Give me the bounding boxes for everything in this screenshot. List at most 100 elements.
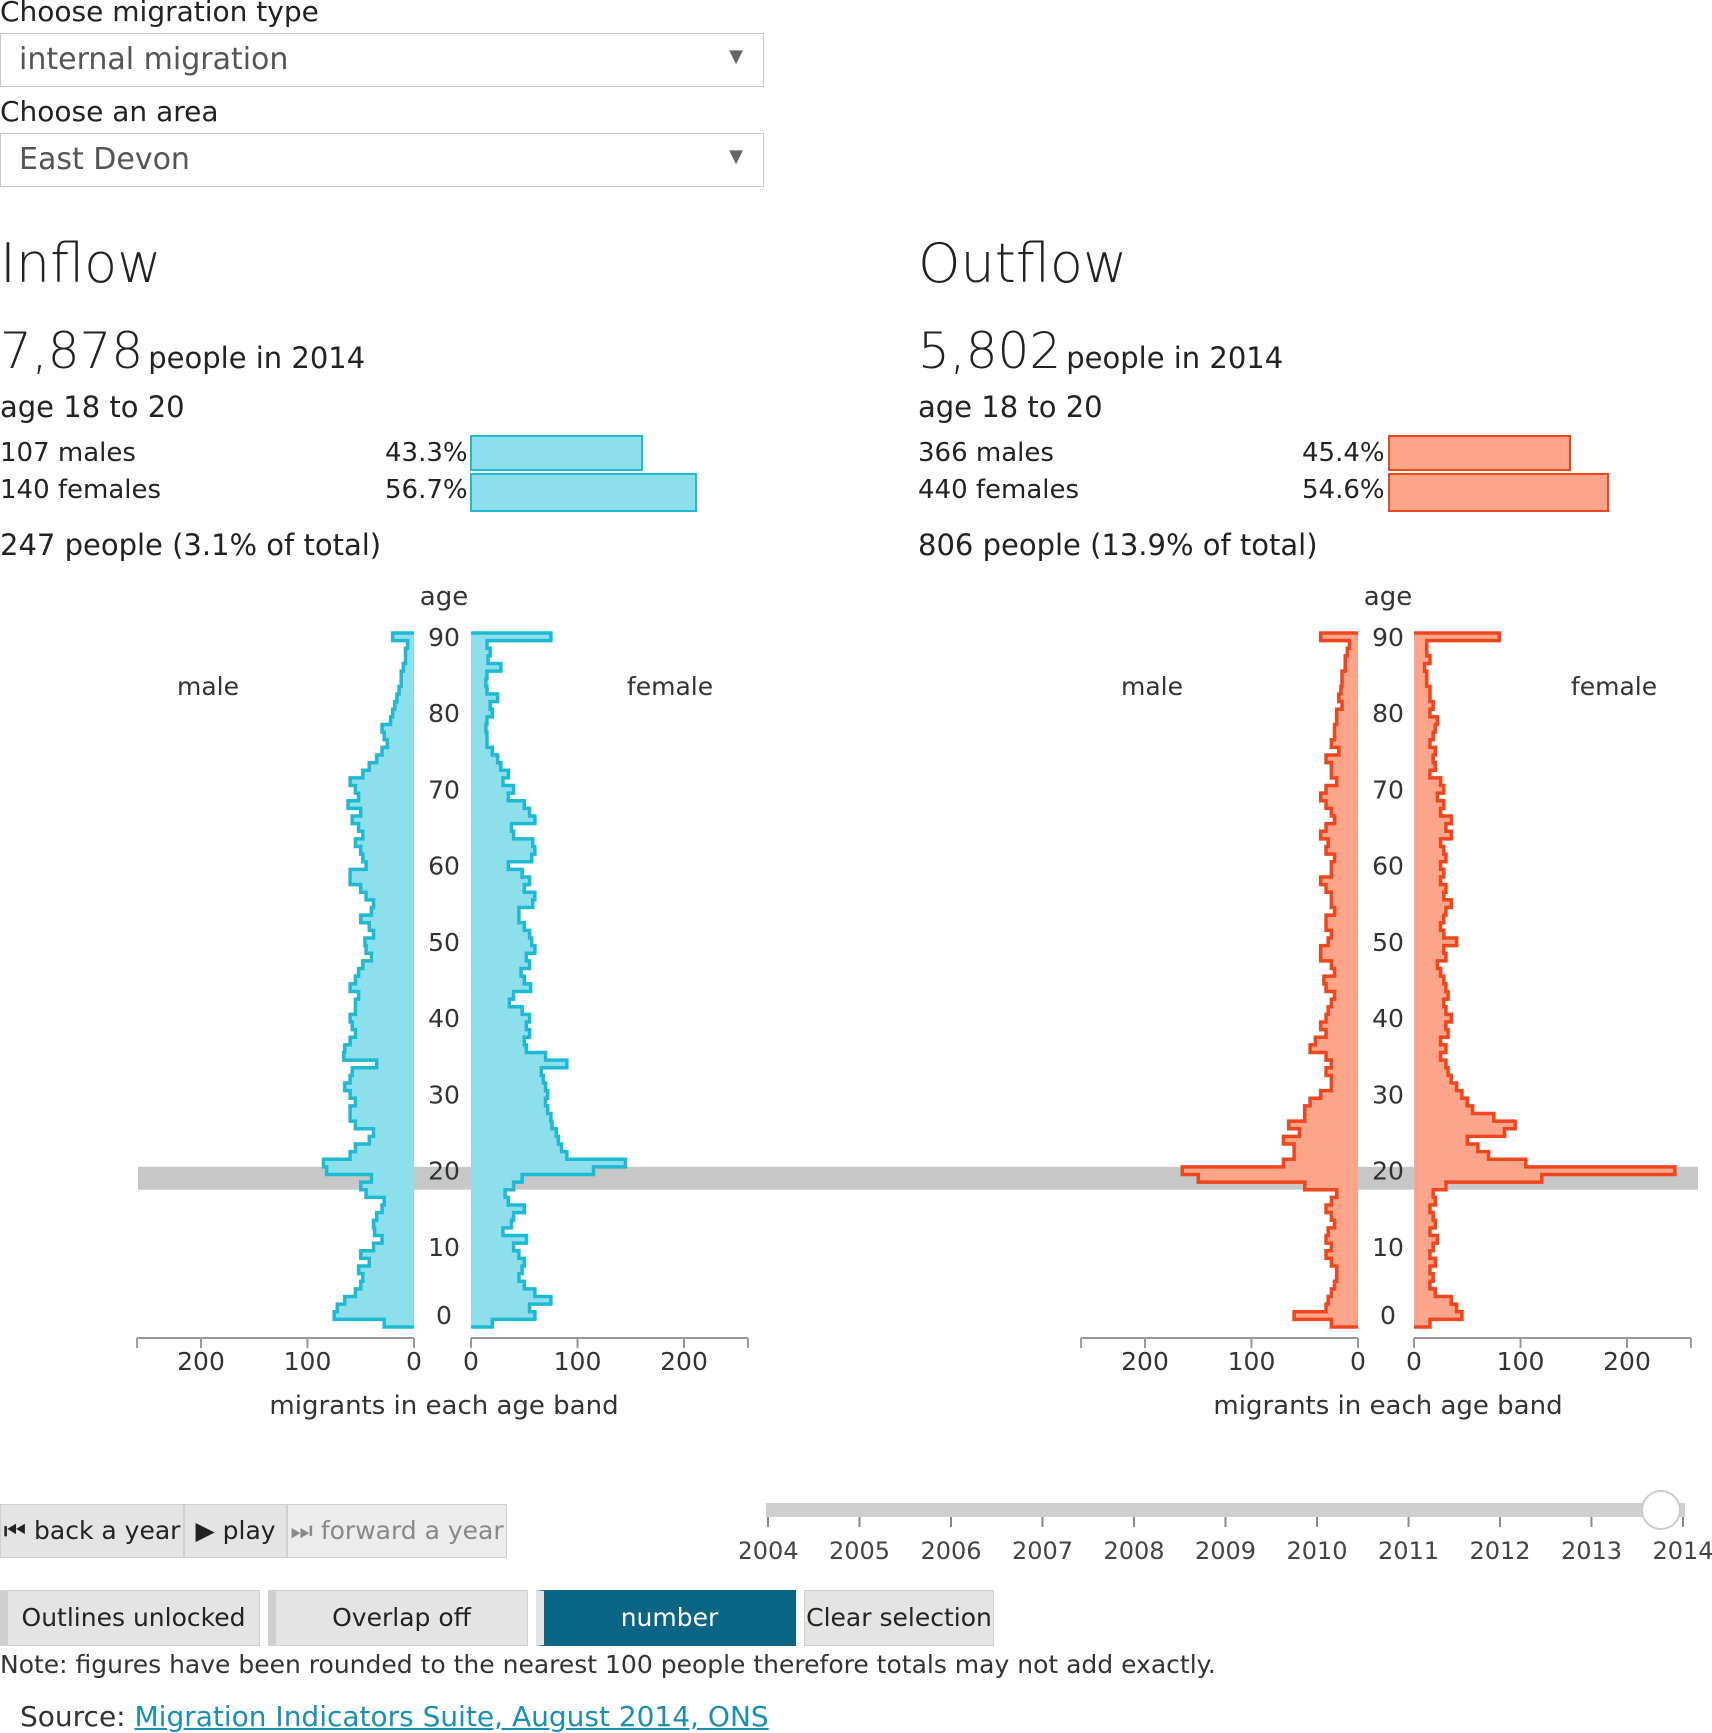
number-toggle[interactable]: number [536,1590,796,1646]
male-bar [1320,953,1358,962]
female-bar [471,1281,525,1290]
female-bar [471,1159,626,1168]
year-tick-label: 2004 [740,1537,799,1565]
male-bar [1294,1151,1358,1160]
male-bar [362,960,414,969]
male-bar [405,648,414,657]
rounding-note: Note: figures have been rounded to the n… [0,1650,1216,1679]
male-bar [366,1189,414,1198]
female-bar [1414,1265,1430,1274]
female-bar [471,877,530,885]
male-bar [1326,1304,1358,1313]
female-bar [471,823,512,832]
female-bar [1414,831,1452,840]
age-tick-label: 0 [436,1301,452,1330]
overlap-toggle[interactable]: Overlap off [268,1590,528,1646]
male-bar [371,953,414,962]
female-bar [1414,694,1430,702]
play-label: play [222,1516,276,1545]
age-tick-label: 90 [1372,623,1404,652]
female-bar [471,1082,546,1091]
female-bar [1414,1143,1478,1152]
forward-year-label: forward a year [320,1516,504,1545]
female-bar [471,701,491,710]
female-bar [471,770,509,779]
slider-handle[interactable] [1641,1490,1681,1530]
male-bar [401,678,414,687]
male-bar [1326,1067,1358,1076]
male-bar [392,709,414,718]
migration-type-select[interactable]: internal migration ▼ [0,33,764,87]
outflow-total: 5,802 people in 2014 [918,322,1283,380]
outflow-females-pct: 54.6% [1302,475,1385,505]
inflow-total-number: 7,878 [0,322,144,380]
female-bar [1414,1235,1438,1244]
male-bar [1334,991,1358,1000]
female-bar [1414,1021,1446,1030]
female-bar [471,846,535,855]
male-bar [1331,899,1358,908]
male-bar [1182,1166,1358,1175]
male-bar [1320,633,1358,641]
age-tick-label: 20 [428,1157,460,1186]
female-bar [1414,648,1427,657]
male-bar [1336,1189,1358,1198]
female-bar [471,1060,567,1069]
male-bar [350,869,414,878]
female-bar [471,907,519,916]
female-bar [1414,1212,1434,1221]
male-bar [350,777,414,786]
male-bar [401,671,414,680]
male-bar [369,922,414,931]
female-bar [1414,953,1446,962]
female-bar [471,1113,551,1122]
step-back-icon: ⏮ [3,1516,27,1545]
age-tick-label: 80 [428,699,460,728]
female-bar [1414,983,1446,992]
play-button[interactable]: ▶ play [184,1504,287,1558]
female-bar [1414,732,1434,741]
female-bar [471,991,514,1000]
outflow-total-number: 5,802 [918,322,1062,380]
male-bar [1331,999,1358,1007]
male-bar [1331,1288,1358,1297]
forward-year-button[interactable]: ⏭ forward a year [287,1504,507,1558]
female-bar [1414,854,1446,863]
male-bar [1345,655,1358,664]
male-bar [355,838,414,847]
male-bar [1334,1281,1358,1290]
male-bar [366,945,414,954]
male-bar [1288,1121,1358,1130]
male-bar [1342,701,1358,710]
female-bar [1414,938,1457,946]
clear-selection-button[interactable]: Clear selection [804,1590,994,1646]
male-bar [350,877,414,885]
female-bar [471,648,491,657]
male-bar [355,785,414,794]
female-bar [471,1265,523,1274]
female-bar [471,1197,509,1206]
outflow-males-bar [1388,435,1571,471]
x-tick-label: 0 [406,1347,422,1376]
female-bar [1414,823,1446,832]
male-bar [1328,1006,1358,1015]
male-bar [1331,861,1358,870]
source-link[interactable]: Migration Indicators Suite, August 2014,… [134,1700,769,1733]
male-bar [1345,663,1358,672]
back-year-button[interactable]: ⏮ back a year [0,1504,184,1558]
female-bar [1414,755,1434,763]
male-bar [1331,1319,1358,1328]
female-bar [471,838,533,847]
male-bar [350,1014,414,1023]
female-bar [1414,1296,1452,1305]
outlines-toggle[interactable]: Outlines unlocked [0,1590,260,1646]
area-select[interactable]: East Devon ▼ [0,133,764,187]
female-bar [471,640,487,649]
outflow-title: Outflow [918,232,1128,295]
male-bar [1326,1014,1358,1023]
year-slider[interactable]: 2004 2005 2006 2007 2008 2009 2010 2011 2012 2013… [740,1490,1712,1570]
female-bar [1414,1166,1675,1175]
male-bar [403,663,414,672]
